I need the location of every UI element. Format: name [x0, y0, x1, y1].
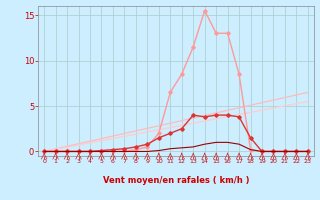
- X-axis label: Vent moyen/en rafales ( km/h ): Vent moyen/en rafales ( km/h ): [103, 176, 249, 185]
